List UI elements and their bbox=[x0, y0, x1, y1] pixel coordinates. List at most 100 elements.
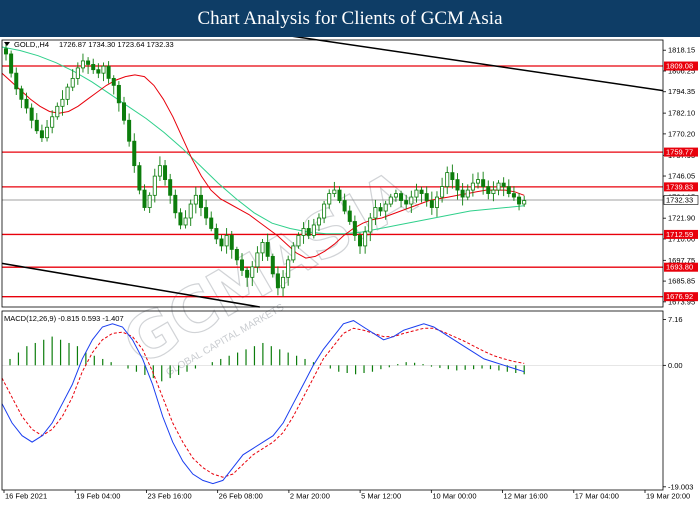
candle-body bbox=[65, 86, 70, 100]
candle-body bbox=[373, 207, 378, 219]
macd-y-tick-label: 7.16 bbox=[668, 315, 683, 324]
level-tag bbox=[664, 61, 698, 71]
candle-body bbox=[147, 194, 152, 208]
header-banner: Chart Analysis for Clients of GCM Asia bbox=[0, 0, 700, 37]
level-tag-label: 1676.92 bbox=[666, 292, 693, 301]
candle-body bbox=[506, 186, 511, 194]
candle-body bbox=[388, 196, 393, 205]
x-tick-label: 26 Feb 08:00 bbox=[219, 492, 263, 501]
trendline-lower-channel bbox=[1, 262, 260, 308]
candle-body bbox=[322, 203, 327, 219]
candle-body bbox=[188, 203, 193, 219]
level-tag bbox=[664, 147, 698, 157]
candle-body bbox=[70, 77, 75, 88]
candle-body bbox=[393, 193, 398, 198]
candle-body bbox=[419, 189, 424, 194]
candle-body bbox=[183, 217, 188, 226]
level-tag-label: 1759.77 bbox=[666, 148, 693, 157]
candle-body bbox=[450, 172, 455, 181]
y-tick-label: 1794.35 bbox=[668, 87, 695, 96]
candle-body bbox=[476, 179, 481, 184]
candle-body bbox=[265, 242, 270, 257]
collapse-triangle-icon[interactable] bbox=[4, 42, 10, 46]
candle-body bbox=[106, 65, 111, 79]
x-tick-label: 2 Mar 20:00 bbox=[290, 492, 330, 501]
candle-body bbox=[193, 194, 198, 205]
macd-y-tick-label: 0.00 bbox=[668, 361, 683, 370]
price-chart: GCMASIA GLOBAL CAPITAL MARKETS 1818.1518… bbox=[0, 28, 700, 501]
candle-body bbox=[465, 189, 470, 198]
candle-body bbox=[424, 193, 429, 201]
candle-body bbox=[224, 235, 229, 247]
candlesticks bbox=[4, 42, 527, 297]
candle-body bbox=[168, 179, 173, 196]
candle-body bbox=[55, 105, 60, 118]
candle-body bbox=[481, 179, 486, 187]
chart-area: GCMASIA GLOBAL CAPITAL MARKETS 1818.15 18… bbox=[0, 28, 700, 501]
candle-body bbox=[75, 67, 80, 79]
candle-body bbox=[296, 235, 301, 247]
candle-body bbox=[157, 165, 162, 177]
level-tag bbox=[664, 262, 698, 272]
x-tick-label: 19 Mar 20:00 bbox=[646, 492, 690, 501]
level-tag bbox=[664, 229, 698, 239]
candle-body bbox=[116, 84, 121, 104]
candle-body bbox=[409, 196, 414, 205]
y-tick-label: 1697.75 bbox=[668, 256, 695, 265]
x-tick-label: 5 Mar 12:00 bbox=[361, 492, 401, 501]
candle-body bbox=[132, 140, 137, 167]
main-pane-frame bbox=[1, 39, 664, 308]
macd-pane-frame bbox=[1, 310, 664, 491]
candle-body bbox=[378, 207, 383, 212]
candle-body bbox=[455, 179, 460, 191]
ma-slow-line bbox=[1, 46, 525, 235]
x-tick-label: 23 Feb 16:00 bbox=[147, 492, 191, 501]
current-price-label: 1732.33 bbox=[666, 195, 693, 204]
candle-body bbox=[291, 245, 296, 261]
candle-body bbox=[281, 276, 286, 289]
level-tag bbox=[664, 292, 698, 302]
symbol-label: GOLD,,H4 bbox=[14, 40, 49, 49]
x-tick-label: 17 Mar 04:00 bbox=[575, 492, 619, 501]
candle-body bbox=[127, 119, 132, 142]
y-tick-label: 1685.85 bbox=[668, 277, 695, 286]
candle-body bbox=[14, 72, 19, 90]
candle-body bbox=[352, 221, 357, 236]
candle-body bbox=[517, 196, 522, 205]
candle-body bbox=[486, 186, 491, 194]
candle-body bbox=[234, 249, 239, 261]
candle-body bbox=[245, 269, 250, 278]
candle-body bbox=[316, 217, 321, 226]
candle-body bbox=[4, 48, 9, 55]
y-tick-label: 1806.25 bbox=[668, 66, 695, 75]
candle-body bbox=[491, 189, 496, 194]
candle-body bbox=[496, 182, 501, 191]
candle-body bbox=[255, 252, 260, 268]
candle-body bbox=[60, 98, 65, 107]
candle-body bbox=[96, 69, 101, 74]
candle-body bbox=[50, 116, 55, 128]
axes: 1818.151806.251794.351782.101770.201757.… bbox=[1, 39, 699, 501]
candle-body bbox=[29, 107, 34, 121]
candle-body bbox=[240, 259, 245, 271]
candle-body bbox=[399, 193, 404, 201]
candle-body bbox=[80, 60, 85, 69]
candle-body bbox=[470, 182, 475, 191]
candle-body bbox=[111, 77, 116, 86]
y-tick-label: 1770.20 bbox=[668, 129, 695, 138]
macd-y-tick-label: -19.003 bbox=[668, 482, 693, 491]
level-tag bbox=[664, 182, 698, 192]
candle-body bbox=[404, 200, 409, 205]
candle-body bbox=[173, 194, 178, 214]
candle-body bbox=[9, 53, 14, 74]
candle-body bbox=[163, 165, 168, 181]
candle-body bbox=[19, 88, 24, 100]
candle-body bbox=[229, 235, 234, 250]
candle-body bbox=[342, 200, 347, 212]
candle-body bbox=[347, 210, 352, 222]
page-title: Chart Analysis for Clients of GCM Asia bbox=[197, 8, 503, 29]
candle-body bbox=[460, 189, 465, 198]
candle-body bbox=[34, 119, 39, 132]
candle-body bbox=[368, 217, 373, 233]
x-tick-label: 19 Feb 04:00 bbox=[76, 492, 120, 501]
